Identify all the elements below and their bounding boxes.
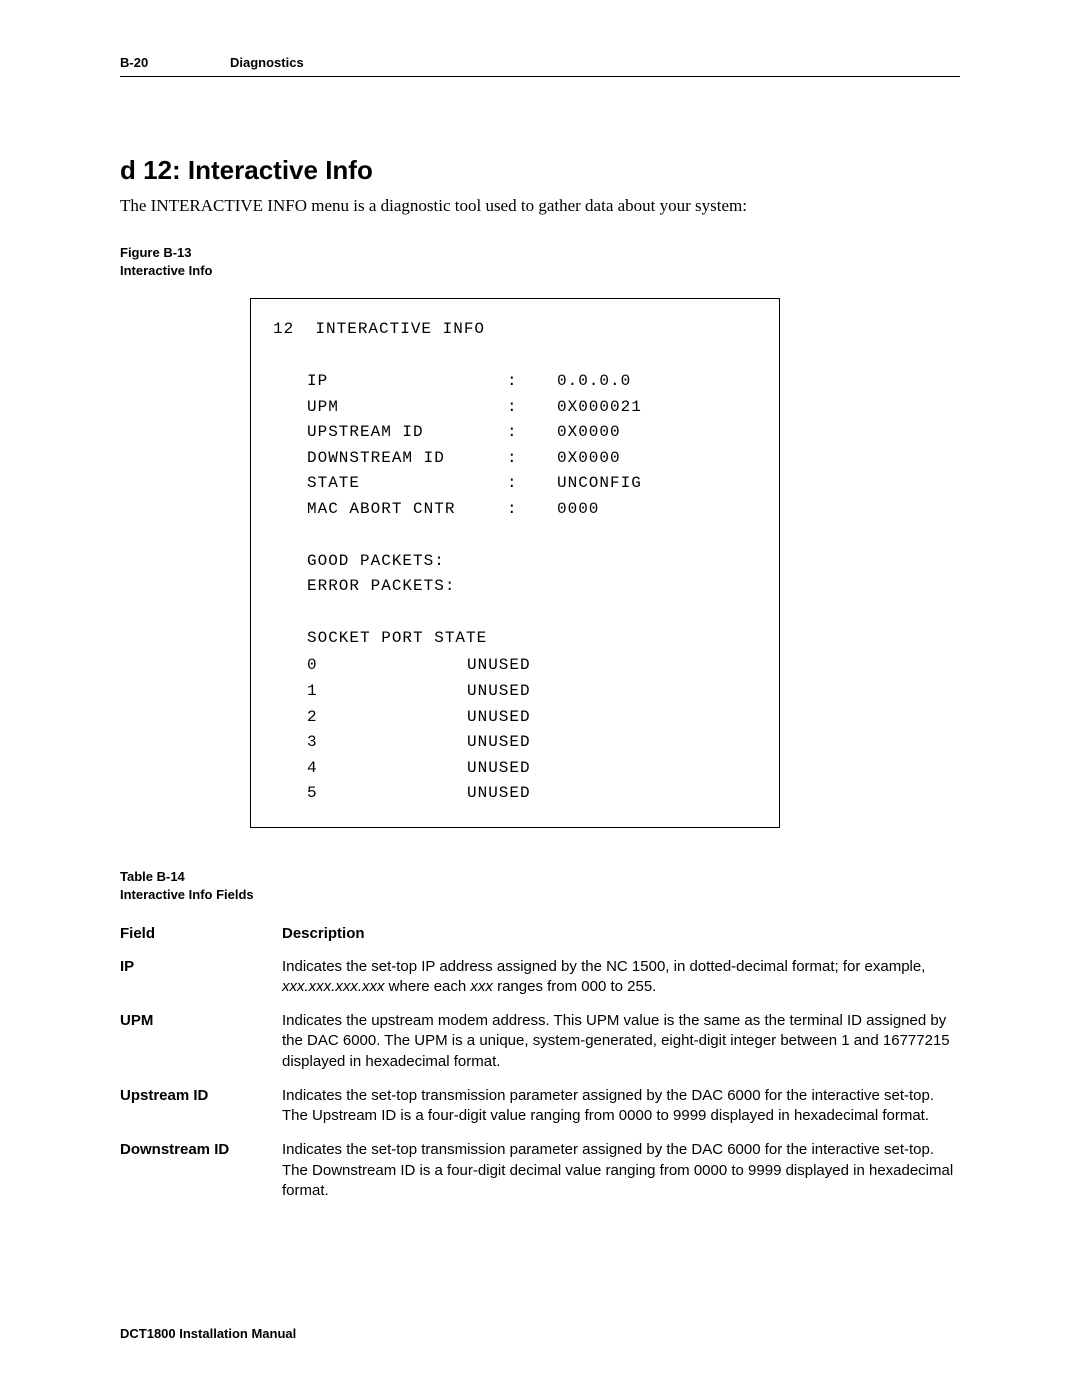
desc-italic: xxx xyxy=(470,978,493,995)
kv-label: STATE xyxy=(307,471,507,497)
kv-colon: : xyxy=(507,369,557,395)
kv-label: UPM xyxy=(307,395,507,421)
kv-label: IP xyxy=(307,369,507,395)
table-row: UPM Indicates the upstream modem address… xyxy=(120,1011,960,1072)
terminal-header-title: INTERACTIVE INFO xyxy=(315,320,485,338)
field-name: IP xyxy=(120,957,282,998)
table-caption-line1: Table B-14 xyxy=(120,868,960,886)
kv-label: MAC ABORT CNTR xyxy=(307,497,507,523)
page-header: B-20 Diagnostics xyxy=(120,55,960,77)
kv-value: 0000 xyxy=(557,497,599,523)
figure-caption: Figure B-13 Interactive Info xyxy=(120,244,960,280)
kv-row: UPSTREAM ID : 0X0000 xyxy=(307,420,757,446)
socket-state: UNUSED xyxy=(467,705,531,731)
kv-value: 0X000021 xyxy=(557,395,642,421)
field-desc: Indicates the set-top transmission param… xyxy=(282,1140,960,1201)
figure-caption-line2: Interactive Info xyxy=(120,262,960,280)
desc-text: ranges from 000 to 255. xyxy=(493,978,656,995)
terminal-header-num: 12 xyxy=(273,320,294,338)
page: B-20 Diagnostics d 12: Interactive Info … xyxy=(0,0,1080,1255)
kv-value: 0.0.0.0 xyxy=(557,369,631,395)
socket-row: 4 UNUSED xyxy=(307,756,757,782)
socket-state: UNUSED xyxy=(467,756,531,782)
kv-row: DOWNSTREAM ID : 0X0000 xyxy=(307,446,757,472)
socket-row: 5 UNUSED xyxy=(307,781,757,807)
good-packets-label: GOOD PACKETS: xyxy=(307,549,757,575)
desc-italic: xxx.xxx.xxx.xxx xyxy=(282,978,385,995)
socket-num: 1 xyxy=(307,679,467,705)
field-desc: Indicates the set-top transmission param… xyxy=(282,1086,960,1127)
error-packets-label: ERROR PACKETS: xyxy=(307,574,757,600)
socket-num: 0 xyxy=(307,653,467,679)
kv-colon: : xyxy=(507,420,557,446)
terminal-screen: 12 INTERACTIVE INFO IP : 0.0.0.0 UPM : 0… xyxy=(250,298,780,828)
field-name: UPM xyxy=(120,1011,282,1072)
table-row: Downstream ID Indicates the set-top tran… xyxy=(120,1140,960,1201)
kv-row: IP : 0.0.0.0 xyxy=(307,369,757,395)
page-number: B-20 xyxy=(120,55,230,70)
field-desc: Indicates the upstream modem address. Th… xyxy=(282,1011,960,1072)
socket-num: 3 xyxy=(307,730,467,756)
kv-row: STATE : UNCONFIG xyxy=(307,471,757,497)
table-caption-line2: Interactive Info Fields xyxy=(120,886,960,904)
kv-label: DOWNSTREAM ID xyxy=(307,446,507,472)
terminal-header: 12 INTERACTIVE INFO xyxy=(273,317,757,343)
kv-label: UPSTREAM ID xyxy=(307,420,507,446)
socket-num: 4 xyxy=(307,756,467,782)
kv-colon: : xyxy=(507,497,557,523)
socket-state: UNUSED xyxy=(467,730,531,756)
socket-row: 2 UNUSED xyxy=(307,705,757,731)
table-caption: Table B-14 Interactive Info Fields xyxy=(120,868,960,904)
socket-num: 5 xyxy=(307,781,467,807)
terminal-body: IP : 0.0.0.0 UPM : 0X000021 UPSTREAM ID … xyxy=(273,369,757,807)
footer-text: DCT1800 Installation Manual xyxy=(120,1326,296,1341)
figure-caption-line1: Figure B-13 xyxy=(120,244,960,262)
socket-state: UNUSED xyxy=(467,679,531,705)
col-header-field: Field xyxy=(120,924,282,944)
kv-value: 0X0000 xyxy=(557,420,621,446)
socket-row: 0 UNUSED xyxy=(307,653,757,679)
header-section: Diagnostics xyxy=(230,55,304,70)
kv-colon: : xyxy=(507,395,557,421)
kv-colon: : xyxy=(507,446,557,472)
kv-row: UPM : 0X000021 xyxy=(307,395,757,421)
kv-value: 0X0000 xyxy=(557,446,621,472)
kv-colon: : xyxy=(507,471,557,497)
field-table-header: Field Description xyxy=(120,924,960,944)
kv-row: MAC ABORT CNTR : 0000 xyxy=(307,497,757,523)
kv-value: UNCONFIG xyxy=(557,471,642,497)
socket-row: 3 UNUSED xyxy=(307,730,757,756)
field-table: Field Description IP Indicates the set-t… xyxy=(120,924,960,1201)
field-name: Upstream ID xyxy=(120,1086,282,1127)
field-name: Downstream ID xyxy=(120,1140,282,1201)
socket-state: UNUSED xyxy=(467,781,531,807)
section-title: d 12: Interactive Info xyxy=(120,155,960,186)
table-row: Upstream ID Indicates the set-top transm… xyxy=(120,1086,960,1127)
desc-text: Indicates the set-top IP address assigne… xyxy=(282,958,925,975)
intro-text: The INTERACTIVE INFO menu is a diagnosti… xyxy=(120,196,960,216)
col-header-description: Description xyxy=(282,924,960,944)
socket-state: UNUSED xyxy=(467,653,531,679)
socket-header: SOCKET PORT STATE xyxy=(307,626,757,652)
table-row: IP Indicates the set-top IP address assi… xyxy=(120,957,960,998)
desc-text: where each xyxy=(385,978,471,995)
socket-num: 2 xyxy=(307,705,467,731)
field-desc: Indicates the set-top IP address assigne… xyxy=(282,957,960,998)
socket-row: 1 UNUSED xyxy=(307,679,757,705)
